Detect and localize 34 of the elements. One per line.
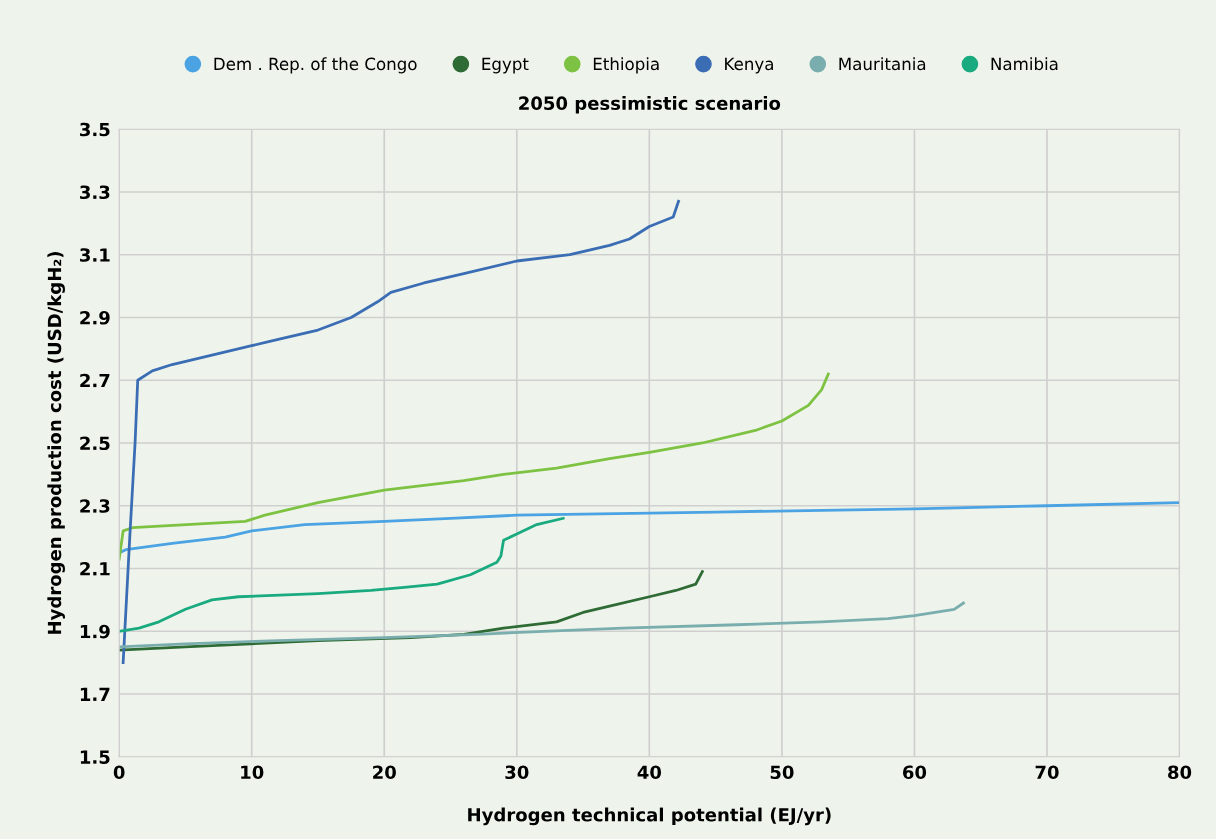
y-tick-label: 2.1	[80, 561, 110, 576]
y-tick-label: 2.5	[80, 436, 110, 451]
y-tick-label: 3.1	[80, 248, 110, 262]
legend-label: Ethiopia	[593, 57, 659, 74]
y-tick-label: 2.3	[80, 499, 110, 513]
y-tick-label: 3.5	[80, 122, 110, 137]
x-tick-label: 60	[902, 765, 927, 780]
line-series	[119, 372, 830, 561]
x-tick-label: 80	[1168, 765, 1192, 780]
chart-title: 2050 pessimistic scenario	[519, 96, 781, 114]
x-tick-label: 30	[505, 765, 529, 780]
y-tick-label: 1.5	[80, 750, 110, 764]
x-tick-label: 70	[1035, 765, 1059, 780]
line-series	[121, 199, 680, 665]
y-axis-title: Hydrogen production cost (USD/kgH₂)	[47, 252, 65, 634]
y-tick-label: 1.7	[80, 687, 110, 701]
legend-label: Namibia	[991, 57, 1058, 71]
line-series	[119, 601, 965, 649]
legend-label: Dem . Rep. of the Congo	[214, 57, 417, 74]
x-tick-label: 0	[113, 765, 125, 780]
legend-label: Kenya	[725, 57, 773, 74]
x-tick-label: 50	[770, 765, 794, 780]
x-tick-label: 10	[241, 765, 264, 780]
line-series	[119, 501, 1180, 555]
x-tick-label: 40	[637, 765, 662, 780]
legend-label: Egypt	[482, 57, 529, 74]
y-tick-label: 2.9	[80, 310, 110, 325]
legend-label: Mauritania	[839, 57, 926, 71]
x-axis-title: Hydrogen technical potential (EJ/yr)	[468, 807, 831, 826]
line-series	[119, 516, 565, 633]
y-tick-label: 2.7	[80, 373, 110, 388]
y-tick-label: 3.3	[80, 185, 110, 200]
x-tick-label: 20	[373, 765, 396, 780]
y-tick-label: 1.9	[80, 624, 110, 639]
